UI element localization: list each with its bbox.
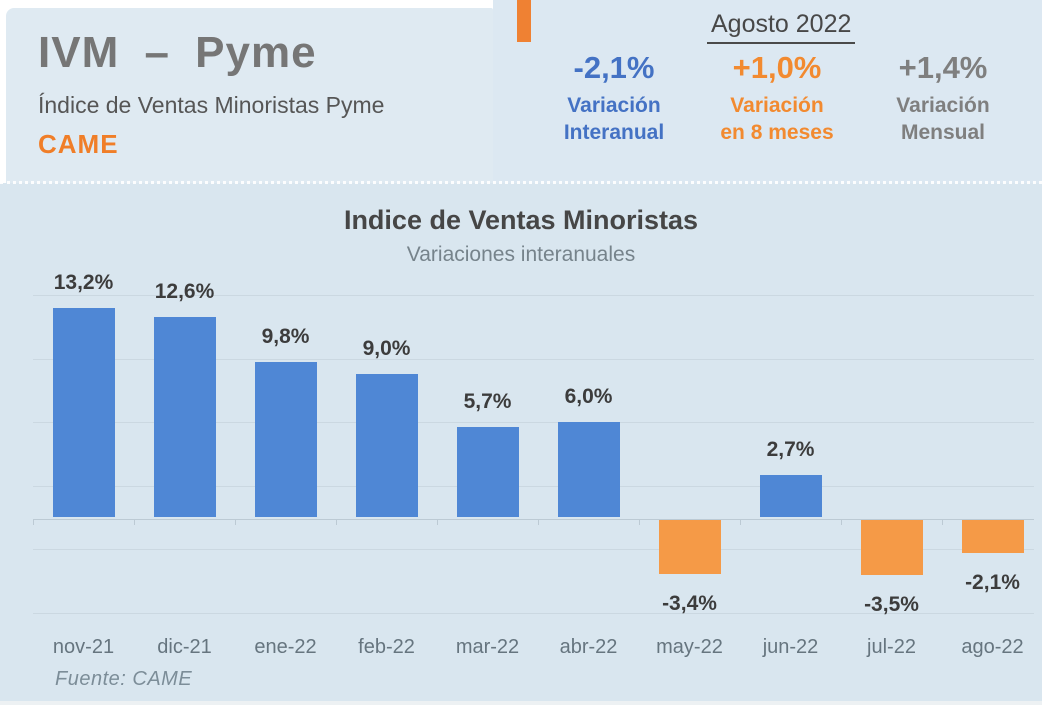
bar-value-label: 9,8% — [261, 324, 310, 348]
period-label: Agosto 2022 — [707, 10, 856, 44]
axis-tick — [942, 519, 943, 525]
source-note: Fuente: CAME — [55, 668, 193, 690]
bar-value-label: 6,0% — [564, 385, 613, 409]
stat-label-line: en 8 meses — [720, 121, 834, 144]
stat-label: Variación en 8 meses — [682, 92, 872, 146]
gridline — [33, 294, 1034, 296]
stat-value: -2,1% — [573, 50, 655, 85]
x-axis-label: dic-21 — [157, 636, 212, 658]
bar-jun-22 — [759, 474, 822, 518]
stat-value: +1,0% — [732, 50, 822, 85]
bar-value-label: -3,4% — [662, 591, 717, 615]
bar-value-label: 12,6% — [154, 280, 215, 304]
bar-mar-22 — [456, 426, 519, 518]
bar-jul-22 — [860, 519, 923, 576]
stat-label: Variación Mensual — [848, 92, 1038, 146]
report-subtitle: Índice de Ventas Minoristas Pyme — [38, 92, 385, 118]
bar-may-22 — [658, 519, 721, 574]
stat-label-line: Interanual — [563, 121, 665, 144]
header-right-panel — [493, 0, 1042, 183]
x-axis-label: abr-22 — [559, 636, 618, 658]
bottom-edge-strip — [0, 701, 1042, 705]
header-left-panel — [6, 8, 493, 183]
stat-label-line: Variación — [896, 94, 990, 117]
bar-ago-22 — [961, 519, 1024, 553]
axis-tick — [841, 519, 842, 525]
stat-label-line: Mensual — [900, 121, 986, 144]
report-title: IVM – Pyme — [38, 28, 317, 77]
bar-nov-21 — [52, 307, 115, 518]
x-axis-label: jun-22 — [762, 636, 819, 658]
chart-subtitle: Variaciones interanuales — [406, 243, 636, 266]
bar-value-label: 9,0% — [362, 337, 411, 361]
gridline — [33, 485, 1034, 487]
bar-value-label: 13,2% — [53, 270, 114, 294]
axis-tick — [437, 519, 438, 525]
orange-accent-bar — [517, 0, 531, 42]
x-axis-label: ago-22 — [961, 636, 1024, 658]
x-axis-label: may-22 — [656, 636, 723, 658]
gridline — [33, 358, 1034, 360]
gridline — [33, 612, 1034, 614]
gridline — [33, 422, 1034, 424]
x-axis-label: mar-22 — [455, 636, 520, 658]
stat-label-line: Variación — [567, 94, 661, 117]
bar-feb-22 — [355, 374, 418, 518]
stat-interannual-variation: -2,1% Variación Interanual — [519, 50, 709, 146]
bar-value-label: -3,5% — [864, 593, 919, 617]
bar-value-label: 5,7% — [463, 389, 512, 413]
axis-tick — [235, 519, 236, 525]
bar-abr-22 — [557, 422, 620, 518]
stat-8-month-variation: +1,0% Variación en 8 meses — [682, 50, 872, 146]
axis-tick — [336, 519, 337, 525]
stat-value: +1,4% — [898, 50, 988, 85]
x-axis-label: ene-22 — [254, 636, 317, 658]
axis-tick — [639, 519, 640, 525]
bar-value-label: 2,7% — [766, 437, 815, 461]
bar-dic-21 — [153, 317, 216, 518]
stat-label: Variación Interanual — [519, 92, 709, 146]
x-axis-line — [33, 519, 1034, 520]
axis-tick — [134, 519, 135, 525]
gridline — [33, 549, 1034, 551]
bar-value-label: -2,1% — [965, 570, 1020, 594]
x-axis-label: feb-22 — [358, 636, 415, 658]
org-name: CAME — [38, 129, 119, 159]
axis-tick — [740, 519, 741, 525]
x-axis-label: nov-21 — [52, 636, 115, 658]
chart-title: Indice de Ventas Minoristas — [343, 205, 699, 235]
x-axis-label: jul-22 — [867, 636, 916, 658]
stat-label-line: Variación — [730, 94, 824, 117]
axis-tick — [33, 519, 34, 525]
dotted-separator — [0, 181, 1042, 184]
bar-ene-22 — [254, 361, 317, 518]
axis-tick — [538, 519, 539, 525]
stat-monthly-variation: +1,4% Variación Mensual — [848, 50, 1038, 146]
